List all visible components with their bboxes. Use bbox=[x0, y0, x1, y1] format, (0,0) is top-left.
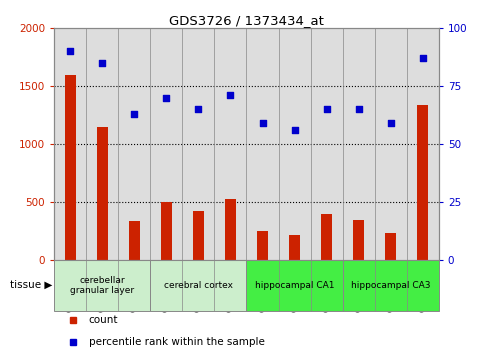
Text: tissue ▶: tissue ▶ bbox=[10, 280, 53, 290]
Point bbox=[419, 56, 426, 61]
Text: cerebellar
granular layer: cerebellar granular layer bbox=[70, 275, 135, 295]
Bar bbox=[321, 215, 332, 259]
Bar bbox=[375, 28, 407, 259]
Bar bbox=[182, 28, 214, 259]
Bar bbox=[193, 211, 204, 259]
Bar bbox=[407, 28, 439, 259]
Bar bbox=[214, 28, 246, 259]
Point bbox=[291, 127, 299, 133]
Point bbox=[322, 107, 330, 112]
Text: count: count bbox=[89, 315, 118, 325]
Text: hippocampal CA3: hippocampal CA3 bbox=[351, 281, 430, 290]
Text: cerebral cortex: cerebral cortex bbox=[164, 281, 233, 290]
Bar bbox=[246, 259, 343, 311]
Bar bbox=[129, 221, 140, 259]
Text: percentile rank within the sample: percentile rank within the sample bbox=[89, 337, 265, 347]
Bar bbox=[343, 259, 439, 311]
Bar bbox=[246, 28, 279, 259]
Bar bbox=[54, 28, 86, 259]
Bar bbox=[86, 28, 118, 259]
Point bbox=[226, 92, 234, 98]
Point bbox=[66, 48, 74, 54]
Bar bbox=[279, 28, 311, 259]
Bar bbox=[311, 28, 343, 259]
Point bbox=[98, 60, 106, 66]
Bar bbox=[417, 105, 428, 259]
Bar bbox=[97, 127, 108, 259]
Bar bbox=[225, 199, 236, 259]
Point bbox=[162, 95, 171, 101]
Point bbox=[354, 107, 362, 112]
Text: hippocampal CA1: hippocampal CA1 bbox=[255, 281, 334, 290]
Bar bbox=[118, 28, 150, 259]
Bar bbox=[257, 231, 268, 259]
Bar bbox=[385, 233, 396, 259]
Bar bbox=[343, 28, 375, 259]
Bar bbox=[150, 259, 246, 311]
Bar bbox=[161, 202, 172, 259]
Bar bbox=[54, 259, 150, 311]
Bar bbox=[65, 75, 76, 259]
Title: GDS3726 / 1373434_at: GDS3726 / 1373434_at bbox=[169, 14, 324, 27]
Bar bbox=[289, 235, 300, 259]
Point bbox=[194, 107, 202, 112]
Bar bbox=[353, 220, 364, 259]
Point bbox=[258, 120, 266, 126]
Bar bbox=[150, 28, 182, 259]
Point bbox=[387, 120, 394, 126]
Point bbox=[130, 111, 138, 117]
